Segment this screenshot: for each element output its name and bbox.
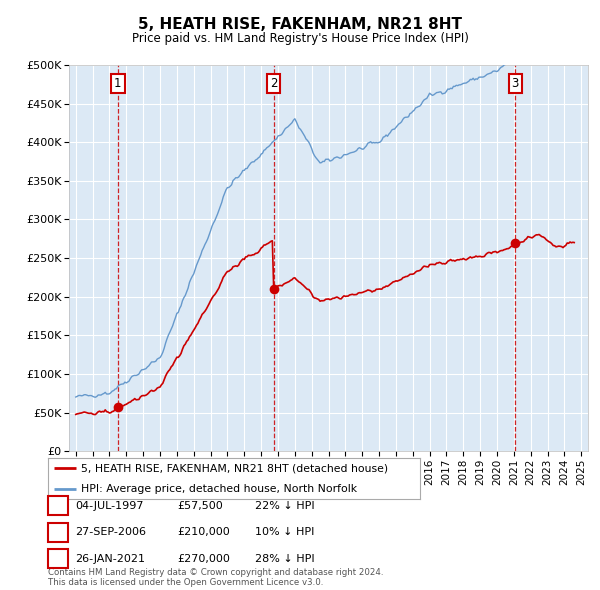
Text: Price paid vs. HM Land Registry's House Price Index (HPI): Price paid vs. HM Land Registry's House …: [131, 32, 469, 45]
Text: 5, HEATH RISE, FAKENHAM, NR21 8HT (detached house): 5, HEATH RISE, FAKENHAM, NR21 8HT (detac…: [82, 464, 389, 473]
Text: HPI: Average price, detached house, North Norfolk: HPI: Average price, detached house, Nort…: [82, 484, 358, 493]
Text: £57,500: £57,500: [177, 501, 223, 510]
Text: 27-SEP-2006: 27-SEP-2006: [75, 527, 146, 537]
Text: £210,000: £210,000: [177, 527, 230, 537]
Text: 2: 2: [270, 77, 277, 90]
Text: Contains HM Land Registry data © Crown copyright and database right 2024.
This d: Contains HM Land Registry data © Crown c…: [48, 568, 383, 587]
Text: 1: 1: [55, 501, 61, 510]
Text: 26-JAN-2021: 26-JAN-2021: [75, 554, 145, 563]
Text: 04-JUL-1997: 04-JUL-1997: [75, 501, 143, 510]
Text: £270,000: £270,000: [177, 554, 230, 563]
Text: 28% ↓ HPI: 28% ↓ HPI: [255, 554, 314, 563]
Text: 2: 2: [55, 527, 61, 537]
Text: 3: 3: [55, 554, 61, 563]
Text: 10% ↓ HPI: 10% ↓ HPI: [255, 527, 314, 537]
Text: 3: 3: [512, 77, 519, 90]
Text: 1: 1: [114, 77, 122, 90]
Text: 22% ↓ HPI: 22% ↓ HPI: [255, 501, 314, 510]
Text: 5, HEATH RISE, FAKENHAM, NR21 8HT: 5, HEATH RISE, FAKENHAM, NR21 8HT: [138, 17, 462, 31]
